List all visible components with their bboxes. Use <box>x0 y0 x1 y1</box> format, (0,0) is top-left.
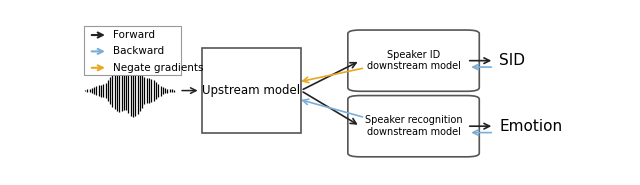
FancyBboxPatch shape <box>348 30 479 91</box>
FancyBboxPatch shape <box>348 96 479 157</box>
Text: SID: SID <box>499 53 525 68</box>
FancyBboxPatch shape <box>84 26 180 75</box>
Text: Speaker ID
downstream model: Speaker ID downstream model <box>367 50 461 71</box>
Text: Upstream model: Upstream model <box>202 84 300 97</box>
FancyBboxPatch shape <box>202 48 301 133</box>
Text: Speaker recognition
downstream model: Speaker recognition downstream model <box>365 115 462 137</box>
Text: Emotion: Emotion <box>499 119 563 134</box>
Text: Backward: Backward <box>113 46 164 56</box>
Text: Forward: Forward <box>113 30 155 40</box>
Text: Negate gradients: Negate gradients <box>113 63 204 73</box>
